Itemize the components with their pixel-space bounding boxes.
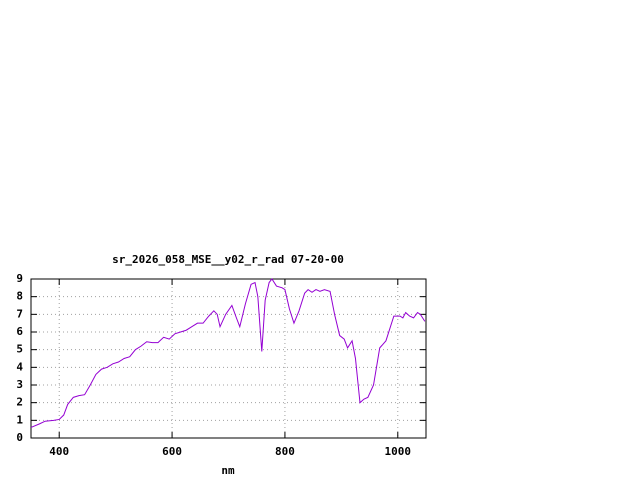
x-tick-label: 600 [162, 445, 182, 458]
y-tick-label: 6 [16, 325, 23, 338]
data-line [30, 278, 426, 428]
x-tick-label: 400 [49, 445, 69, 458]
chart-title: sr_2026_058_MSE__y02_r_rad 07-20-00 [112, 253, 344, 266]
y-tick-label: 4 [16, 360, 23, 373]
plot-border [30, 278, 427, 439]
y-tick-label: 9 [16, 272, 23, 285]
y-tick-label: 0 [16, 431, 23, 444]
y-tick-label: 8 [16, 290, 23, 303]
y-tick-label: 2 [16, 396, 23, 409]
y-tick-label: 3 [16, 378, 23, 391]
x-axis-label: nm [221, 464, 235, 477]
y-tick-label: 7 [16, 307, 23, 320]
x-tick-label: 1000 [385, 445, 412, 458]
y-tick-label: 1 [16, 413, 23, 426]
y-tick-label: 5 [16, 343, 23, 356]
x-tick-label: 800 [275, 445, 295, 458]
